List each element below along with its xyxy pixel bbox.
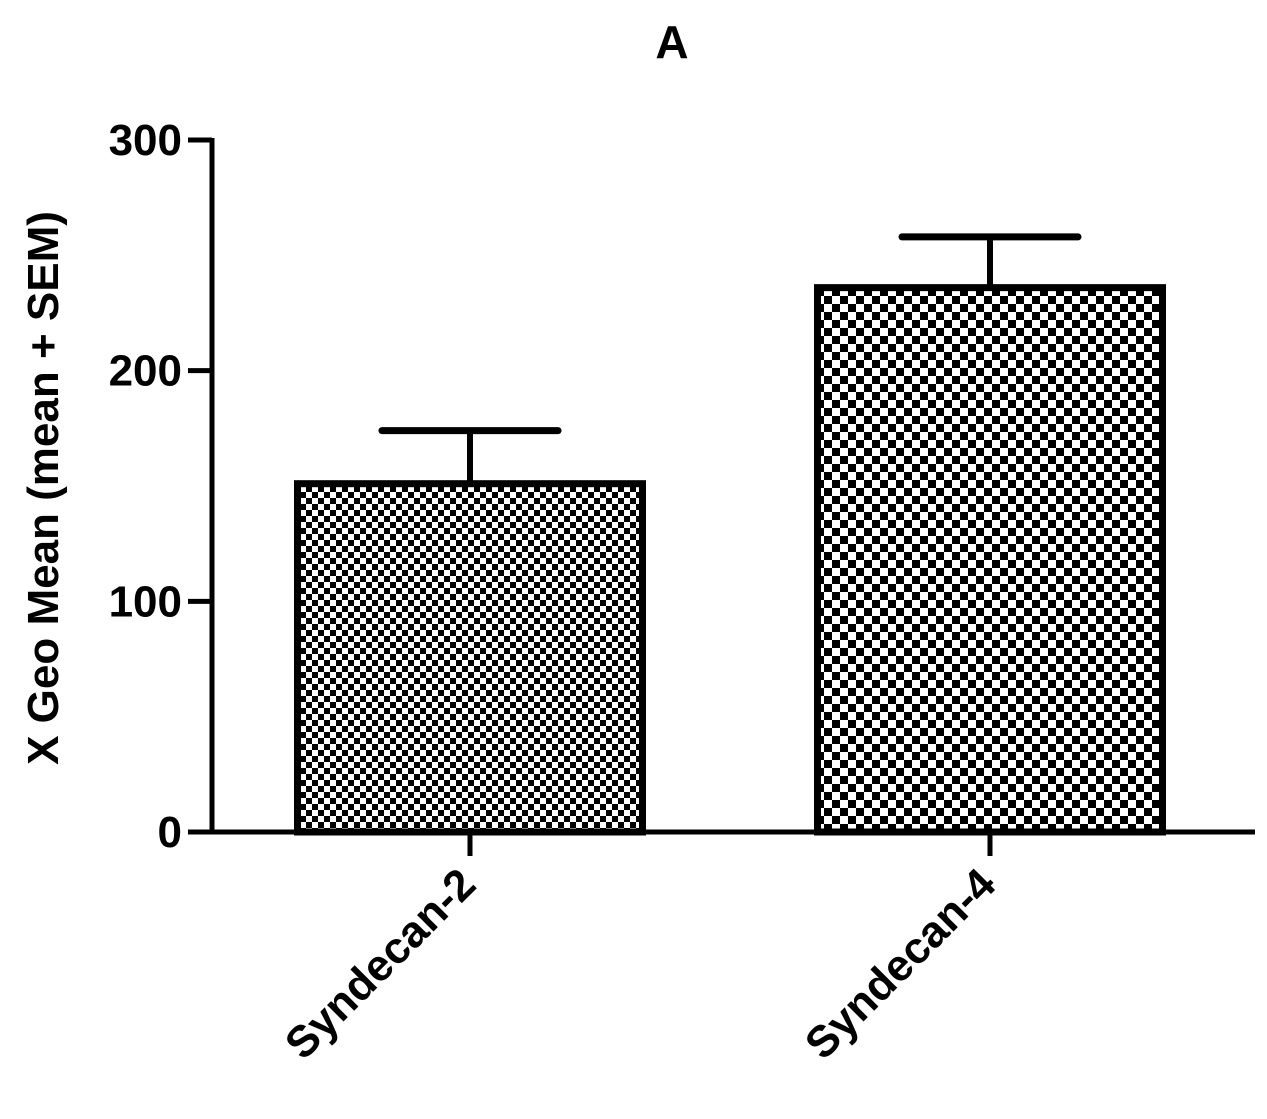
x-tick-label: Syndecan-2 — [276, 859, 485, 1068]
chart-title: A — [655, 16, 688, 68]
bar-syndecan-4 — [814, 284, 1166, 836]
y-axis-label: X Geo Mean (mean + SEM) — [19, 211, 68, 765]
y-tick-label: 0 — [158, 808, 182, 857]
bar-syndecan-2 — [294, 480, 646, 836]
x-tick-label: Syndecan-4 — [796, 859, 1006, 1069]
y-tick-label: 300 — [109, 116, 182, 165]
x-axis: Syndecan-2 Syndecan-4 — [210, 829, 1255, 1069]
y-tick-label: 200 — [109, 347, 182, 396]
y-axis: 0 100 200 300 — [109, 116, 215, 857]
y-tick-label: 100 — [109, 577, 182, 626]
bars — [294, 233, 1166, 836]
